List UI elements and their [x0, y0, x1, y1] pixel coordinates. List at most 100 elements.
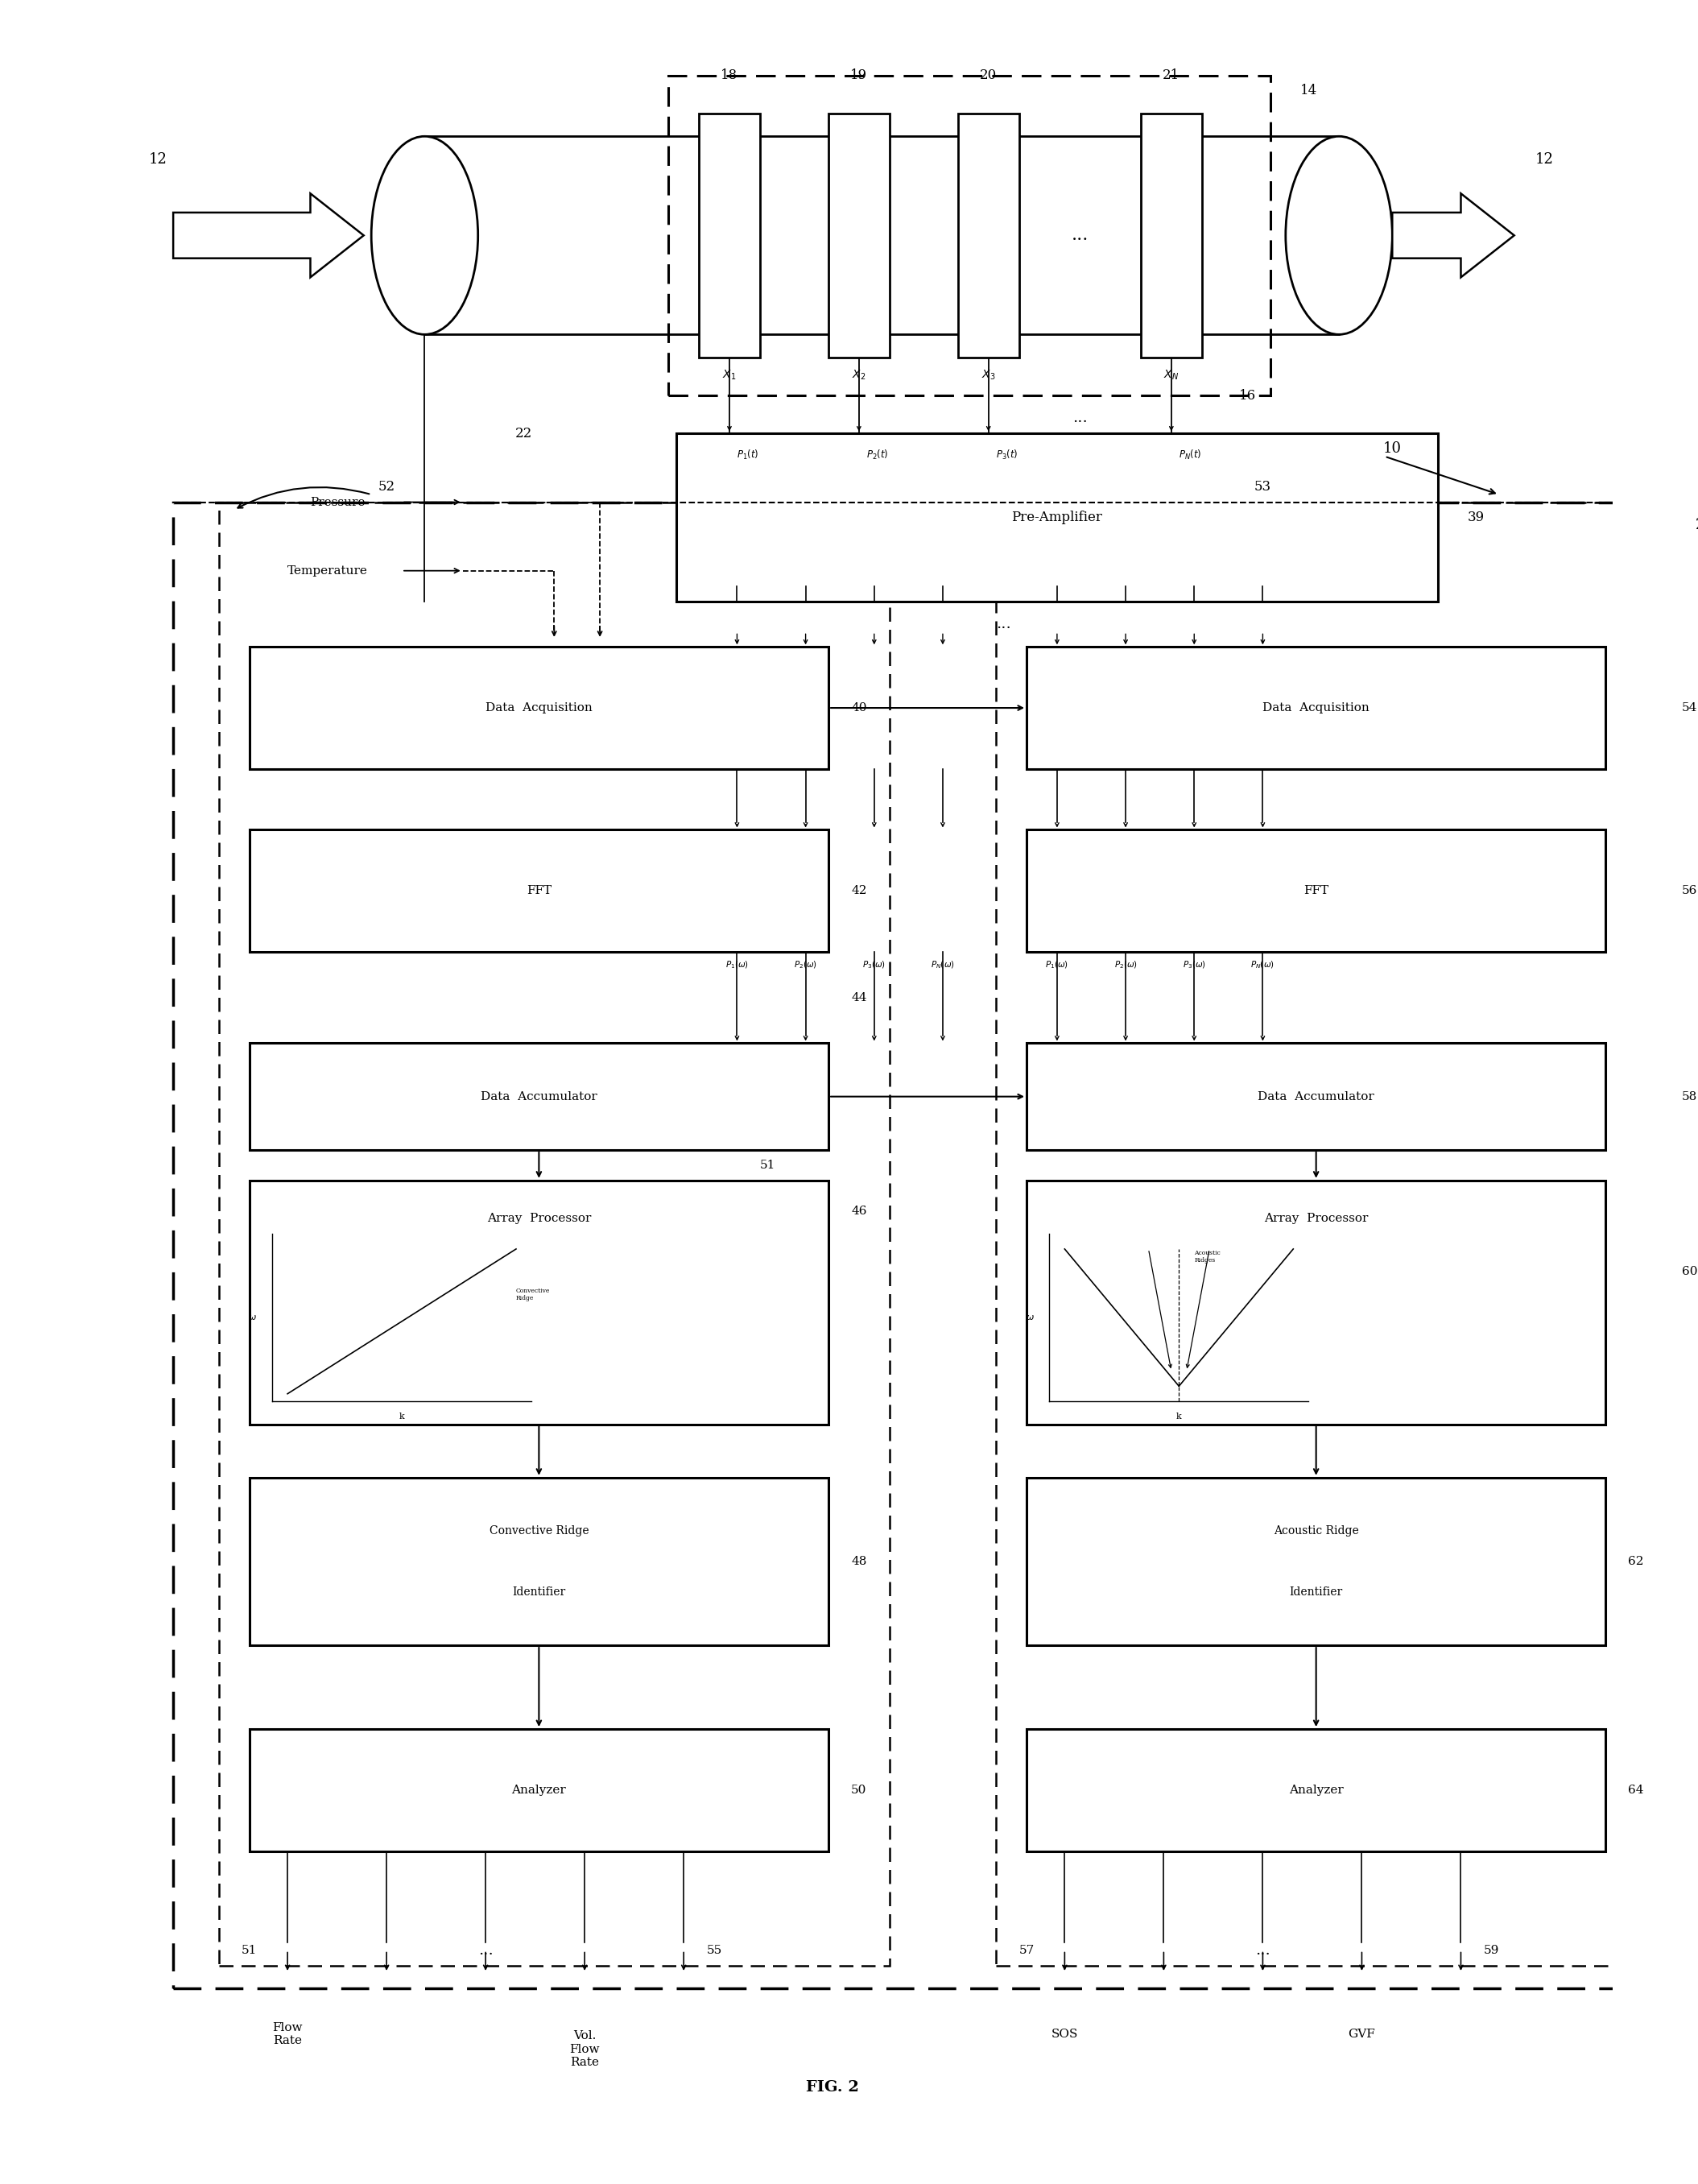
- Text: FFT: FFT: [526, 885, 552, 895]
- FancyBboxPatch shape: [1027, 1044, 1606, 1151]
- Text: 12: 12: [1535, 153, 1554, 166]
- Text: 12: 12: [149, 153, 166, 166]
- FancyBboxPatch shape: [250, 646, 829, 769]
- Text: GVF: GVF: [1348, 2029, 1375, 2040]
- Text: 60: 60: [1681, 1267, 1698, 1278]
- Text: ...: ...: [997, 616, 1012, 631]
- Text: 51: 51: [759, 1160, 776, 1171]
- Text: Identifier: Identifier: [1289, 1586, 1343, 1597]
- Text: $X_N$: $X_N$: [1163, 369, 1178, 382]
- Text: $P_2(\omega)$: $P_2(\omega)$: [795, 959, 817, 970]
- Text: $\omega$: $\omega$: [1026, 1313, 1034, 1321]
- FancyBboxPatch shape: [1141, 114, 1202, 358]
- Text: $P_2(\omega)$: $P_2(\omega)$: [1114, 959, 1138, 970]
- Text: $X_1$: $X_1$: [722, 369, 737, 382]
- Text: Convective Ridge: Convective Ridge: [489, 1524, 589, 1538]
- Text: 18: 18: [722, 68, 739, 83]
- Text: $P_N(\omega)$: $P_N(\omega)$: [1251, 959, 1275, 970]
- Text: $P_3(\omega)$: $P_3(\omega)$: [863, 959, 886, 970]
- Text: 62: 62: [1628, 1555, 1644, 1568]
- Text: Acoustic Ridge: Acoustic Ridge: [1274, 1524, 1358, 1538]
- FancyBboxPatch shape: [250, 1479, 829, 1645]
- Text: Flow
Rate: Flow Rate: [272, 2022, 302, 2046]
- Text: ...: ...: [479, 1944, 492, 1957]
- FancyBboxPatch shape: [250, 830, 829, 952]
- Text: 55: 55: [706, 1944, 722, 1955]
- Text: 64: 64: [1628, 1784, 1644, 1795]
- Text: k: k: [1177, 1413, 1182, 1420]
- FancyBboxPatch shape: [250, 1730, 829, 1852]
- Text: 10: 10: [1384, 441, 1401, 456]
- Text: ...: ...: [1071, 227, 1088, 245]
- Text: SOS: SOS: [1051, 2029, 1078, 2040]
- Text: 19: 19: [851, 68, 868, 83]
- FancyBboxPatch shape: [700, 114, 761, 358]
- Text: 39: 39: [1467, 511, 1484, 524]
- FancyBboxPatch shape: [958, 114, 1019, 358]
- Text: $P_1(t)$: $P_1(t)$: [737, 448, 759, 461]
- Text: Data  Accumulator: Data Accumulator: [481, 1092, 598, 1103]
- Text: k: k: [399, 1413, 404, 1420]
- Text: $\omega$: $\omega$: [248, 1313, 256, 1321]
- Text: $P_N(t)$: $P_N(t)$: [1178, 448, 1202, 461]
- Text: FFT: FFT: [1304, 885, 1328, 895]
- FancyArrow shape: [173, 194, 363, 277]
- Text: Data  Acquisition: Data Acquisition: [486, 703, 593, 714]
- Text: 53: 53: [1255, 480, 1272, 494]
- Text: 22: 22: [514, 426, 531, 441]
- Text: 46: 46: [851, 1206, 866, 1216]
- FancyBboxPatch shape: [1027, 646, 1606, 769]
- FancyArrow shape: [1392, 194, 1515, 277]
- Text: $P_N(\omega)$: $P_N(\omega)$: [931, 959, 954, 970]
- Text: 14: 14: [1301, 83, 1318, 98]
- Text: Array  Processor: Array Processor: [487, 1212, 591, 1225]
- Text: Analyzer: Analyzer: [511, 1784, 565, 1795]
- Text: $X_2$: $X_2$: [852, 369, 866, 382]
- Text: Temperature: Temperature: [287, 566, 368, 577]
- Text: Identifier: Identifier: [513, 1586, 565, 1597]
- FancyBboxPatch shape: [1027, 1730, 1606, 1852]
- Text: ...: ...: [1255, 1944, 1270, 1957]
- FancyBboxPatch shape: [1027, 830, 1606, 952]
- Text: Pressure: Pressure: [311, 496, 365, 507]
- FancyBboxPatch shape: [1027, 1179, 1606, 1424]
- Text: 54: 54: [1681, 703, 1698, 714]
- Text: 51: 51: [241, 1944, 256, 1955]
- Text: Pre-Amplifier: Pre-Amplifier: [1012, 511, 1102, 524]
- Text: Convective
Ridge: Convective Ridge: [516, 1289, 550, 1302]
- Text: FIG. 2: FIG. 2: [805, 2079, 859, 2094]
- FancyBboxPatch shape: [676, 435, 1438, 601]
- Text: $P_3(t)$: $P_3(t)$: [997, 448, 1019, 461]
- Text: 21: 21: [1163, 68, 1180, 83]
- Text: 56: 56: [1681, 885, 1698, 895]
- FancyBboxPatch shape: [1027, 1479, 1606, 1645]
- FancyBboxPatch shape: [250, 1179, 829, 1424]
- Text: 40: 40: [851, 703, 866, 714]
- Text: 59: 59: [1484, 1944, 1499, 1955]
- FancyBboxPatch shape: [250, 1044, 829, 1151]
- Text: $P_1(\omega)$: $P_1(\omega)$: [1046, 959, 1068, 970]
- Text: 24: 24: [1696, 518, 1698, 533]
- Text: $X_3$: $X_3$: [981, 369, 995, 382]
- Text: Data  Acquisition: Data Acquisition: [1263, 703, 1370, 714]
- Text: ...: ...: [1073, 411, 1087, 426]
- Text: $P_1(\omega)$: $P_1(\omega)$: [725, 959, 749, 970]
- Text: 50: 50: [851, 1784, 866, 1795]
- Text: 52: 52: [379, 480, 396, 494]
- FancyBboxPatch shape: [829, 114, 890, 358]
- Text: 44: 44: [851, 992, 866, 1002]
- Text: 48: 48: [851, 1555, 866, 1568]
- Text: Acoustic
Ridges: Acoustic Ridges: [1194, 1249, 1221, 1265]
- Ellipse shape: [372, 135, 477, 334]
- Text: Vol.
Flow
Rate: Vol. Flow Rate: [569, 2031, 599, 2068]
- Text: Analyzer: Analyzer: [1289, 1784, 1343, 1795]
- Ellipse shape: [1285, 135, 1392, 334]
- Text: 57: 57: [1019, 1944, 1034, 1955]
- Text: 42: 42: [851, 885, 866, 895]
- Text: 16: 16: [1240, 389, 1257, 402]
- Text: 20: 20: [980, 68, 997, 83]
- Text: 58: 58: [1681, 1092, 1698, 1103]
- Text: $P_2(t)$: $P_2(t)$: [866, 448, 888, 461]
- Text: Array  Processor: Array Processor: [1263, 1212, 1369, 1225]
- Text: Data  Accumulator: Data Accumulator: [1258, 1092, 1374, 1103]
